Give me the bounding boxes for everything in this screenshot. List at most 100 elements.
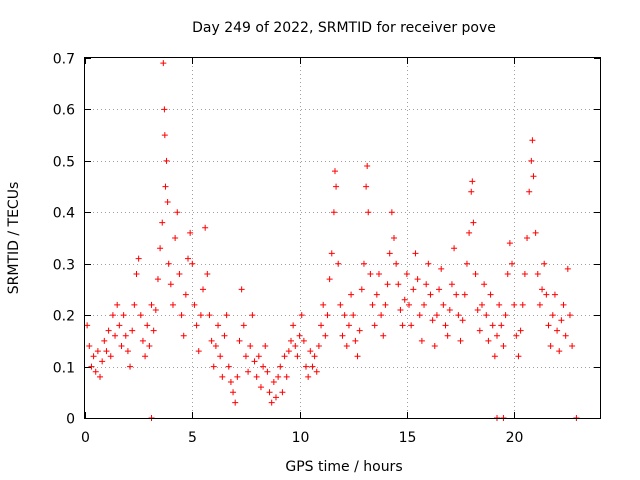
chart-title: Day 249 of 2022, SRMTID for receiver pov… — [192, 20, 496, 36]
data-point — [131, 301, 138, 308]
data-point — [560, 301, 567, 308]
data-point — [135, 255, 142, 262]
data-point — [391, 235, 397, 241]
data-point — [397, 307, 404, 313]
data-point — [187, 229, 194, 236]
data-point — [425, 260, 432, 267]
data-point — [364, 163, 371, 169]
data-point — [442, 322, 449, 329]
data-point — [399, 322, 406, 329]
data-point — [227, 379, 234, 385]
data-point — [373, 291, 380, 298]
data-point — [245, 368, 252, 375]
data-point — [436, 286, 443, 293]
data-point — [97, 373, 104, 380]
data-point — [498, 322, 505, 329]
data-point — [524, 235, 531, 241]
data-point — [208, 337, 215, 344]
data-point — [217, 353, 224, 360]
data-point — [294, 353, 301, 360]
axis-ticks: 0 0.1 0.2 0.3 0.4 0.5 0.6 0.7 0 5 10 15 20 — [53, 52, 600, 446]
data-point — [356, 327, 363, 334]
data-point — [549, 312, 556, 319]
data-point — [453, 291, 460, 298]
data-point — [513, 332, 520, 339]
data-point — [421, 301, 428, 308]
data-point — [275, 373, 282, 380]
data-point — [448, 281, 455, 288]
data-point — [469, 178, 476, 185]
data-point — [569, 343, 576, 349]
data-point — [253, 373, 260, 380]
data-point — [197, 312, 204, 319]
data-point — [219, 373, 226, 380]
data-point — [487, 291, 494, 298]
data-point — [530, 173, 537, 180]
data-point — [99, 358, 106, 365]
data-point — [466, 229, 473, 236]
data-point — [363, 183, 370, 190]
data-point — [320, 301, 327, 308]
y-tick-label: 0.5 — [53, 155, 75, 171]
data-point — [384, 281, 391, 288]
data-point — [380, 332, 387, 339]
data-point — [500, 343, 507, 349]
data-point — [236, 337, 243, 344]
data-point — [148, 301, 155, 308]
y-tick-label: 0.2 — [53, 309, 75, 325]
data-point — [350, 312, 357, 319]
data-point — [105, 327, 112, 334]
data-point — [348, 291, 355, 298]
data-point — [260, 363, 267, 370]
data-point — [365, 209, 372, 216]
data-point — [345, 322, 352, 329]
data-point — [305, 373, 312, 380]
data-point — [459, 317, 466, 324]
data-point — [416, 312, 423, 319]
x-tick-label: 5 — [188, 430, 197, 446]
data-point — [423, 281, 430, 288]
data-point — [536, 301, 543, 308]
data-point — [129, 327, 136, 334]
data-point — [288, 337, 294, 344]
data-point — [382, 301, 389, 308]
data-point — [255, 353, 262, 360]
data-point — [292, 343, 299, 349]
data-point — [296, 332, 303, 339]
data-point — [167, 281, 174, 288]
data-point — [146, 343, 153, 349]
data-point — [378, 312, 385, 319]
data-point — [511, 301, 518, 308]
data-point — [307, 348, 314, 355]
data-point — [564, 265, 571, 272]
data-point — [268, 399, 275, 406]
grid — [85, 58, 600, 418]
data-point — [223, 312, 230, 319]
data-point — [313, 368, 320, 375]
data-point — [451, 245, 458, 252]
data-point — [262, 343, 269, 349]
data-point — [232, 399, 239, 406]
data-point — [109, 312, 116, 319]
data-point — [529, 137, 536, 144]
data-point — [401, 296, 408, 303]
data-point — [101, 337, 108, 344]
data-point — [152, 307, 159, 313]
data-point — [195, 348, 202, 355]
x-tick-label: 20 — [506, 430, 524, 446]
data-point — [118, 343, 125, 349]
data-point — [290, 322, 297, 329]
data-point — [249, 312, 256, 319]
data-point — [414, 276, 421, 283]
data-point — [300, 337, 307, 344]
data-point — [318, 322, 325, 329]
data-point — [182, 291, 189, 298]
data-point — [215, 322, 222, 329]
data-point — [120, 312, 127, 319]
data-point — [283, 373, 290, 380]
data-point — [161, 132, 168, 139]
data-point — [206, 312, 213, 319]
data-point — [270, 379, 277, 385]
data-point — [94, 348, 101, 355]
